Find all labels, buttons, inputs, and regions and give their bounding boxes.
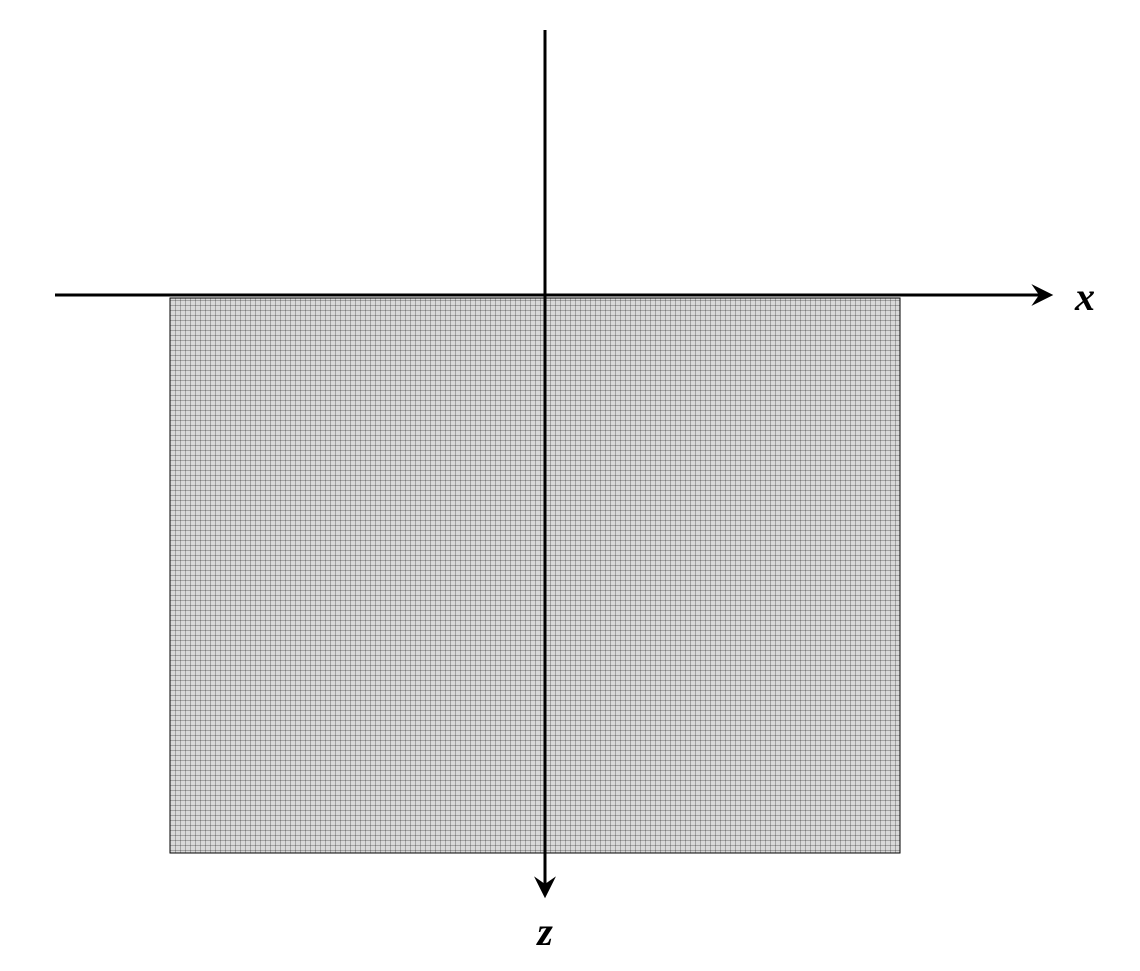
diagram-svg: x z bbox=[0, 0, 1140, 971]
z-axis-label: z bbox=[535, 909, 553, 954]
hatched-region bbox=[170, 298, 900, 853]
x-axis-label: x bbox=[1074, 274, 1095, 319]
coordinate-diagram: x z bbox=[0, 0, 1140, 971]
